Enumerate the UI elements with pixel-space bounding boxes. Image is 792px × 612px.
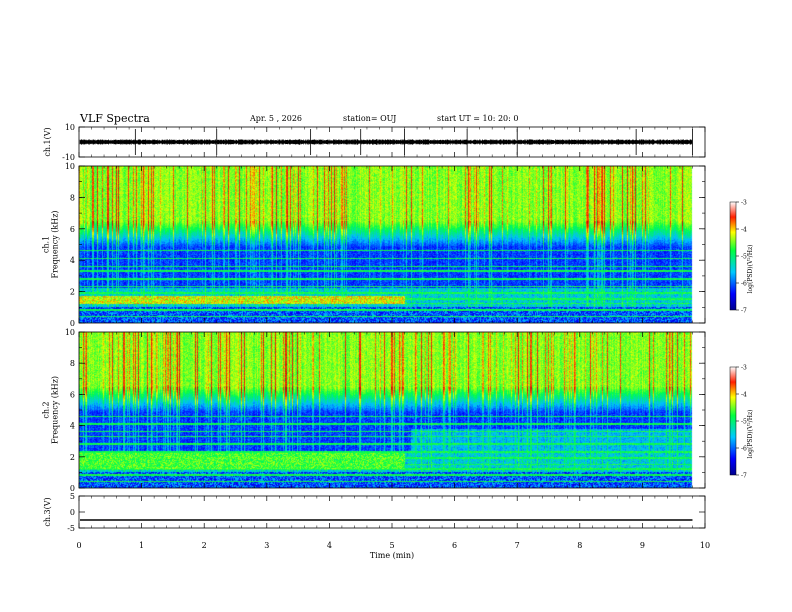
ylabel: Frequency (kHz) [51,376,60,444]
colorbar-tick-label: -5 [741,419,747,426]
ytick-label: 10 [65,162,75,171]
ytick-label: 4 [70,422,75,431]
xtick-label: 8 [577,541,582,550]
panel-ch2-spectrogram [78,331,706,489]
colorbar-ch1-ticks: -3 -4 -5 -6 -7 log(PSD)(V²/Hz) [736,200,754,315]
colorbar-ch1: -3 -4 -5 -6 -7 log(PSD)(V²/Hz) [729,200,754,315]
panel-ch1-spectrogram [78,165,706,324]
colorbar-tick-label: -6 [741,281,747,288]
panel-ch3-waveform [78,495,706,529]
ytick-label: 0 [70,319,75,328]
xtick-label: 9 [640,541,645,550]
colorbar-label: log(PSD)(V²/Hz) [747,245,754,294]
ytick-label: 4 [70,256,75,265]
ch2-spectrogram-image [79,332,705,488]
xtick-label: 1 [139,541,144,550]
xtick-label: 0 [76,541,81,550]
xtick-label: 6 [452,541,457,550]
start-ut-label: start UT = 10: 20: 0 [437,114,519,123]
colorbar-tick-label: -3 [741,365,747,372]
ytick-label: -10 [62,153,75,162]
ylabel: ch.1(V) [43,127,52,156]
ytick-label: 6 [70,390,75,399]
colorbar-tick-label: -4 [741,227,747,234]
xtick-label: 3 [264,541,269,550]
colorbar-ch2-scale [729,366,737,476]
xtick-label: 2 [202,541,207,550]
ytick-label: 2 [70,453,75,462]
ch1-spectrogram-image [79,166,705,323]
colorbar-ch2-ticks: -3 -4 -5 -6 -7 log(PSD)(V²/Hz) [736,365,754,480]
ytick-label: -5 [67,524,75,533]
ytick-label: 2 [70,288,75,297]
xtick-label: 10 [700,541,710,550]
colorbar-tick-label: -5 [741,254,747,261]
ytick-label: 10 [65,328,75,337]
ch1-waveform-trace [79,129,693,155]
ytick-label: 8 [70,193,75,202]
ytick-label: 0 [70,508,75,517]
colorbar-tick-label: -3 [741,200,747,207]
ch1-waveform-line [79,139,693,145]
ytick-label: 8 [70,359,75,368]
xtick-label: 5 [389,541,394,550]
ylabel: ch.1 [42,236,51,253]
colorbar-label: log(PSD)(V²/Hz) [747,410,754,459]
ylabel: Frequency (kHz) [51,210,60,278]
ytick-label: 5 [70,492,75,501]
xlabel: Time (min) [370,551,414,560]
colorbar-tick-label: -6 [741,446,747,453]
date-label: Apr. 5 , 2026 [250,114,303,123]
ytick-label: 6 [70,225,75,234]
ylabel: ch.2 [42,401,51,418]
colorbar-ch2: -3 -4 -5 -6 -7 log(PSD)(V²/Hz) [729,365,754,480]
colorbar-tick-label: -7 [741,473,747,480]
station-label: station= OUJ [343,114,397,123]
colorbar-tick-label: -4 [741,392,747,399]
xtick-label: 7 [515,541,520,550]
ytick-label: 10 [65,123,75,132]
figure-title: VLF Spectra [80,112,150,125]
ylabel: ch.3(V) [43,497,52,526]
colorbar-tick-label: -7 [741,308,747,315]
xtick-label: 4 [327,541,332,550]
colorbar-ch1-scale [729,201,737,311]
ytick-label: 0 [70,484,75,493]
